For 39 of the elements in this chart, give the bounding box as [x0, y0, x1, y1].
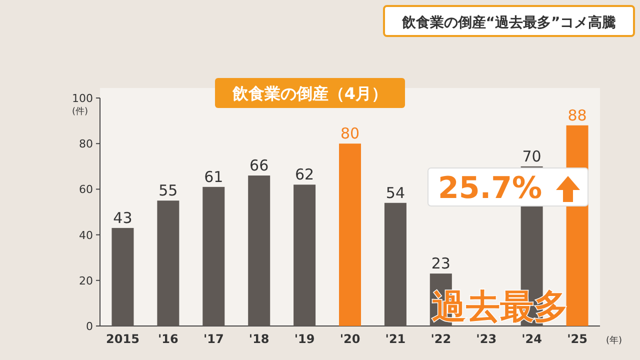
data-label: 70	[522, 147, 542, 166]
y-tick-label: 100	[72, 92, 93, 105]
y-axis-title: (件)	[72, 106, 88, 117]
y-tick-label: 80	[79, 138, 93, 151]
bar	[384, 202, 406, 326]
bar	[339, 144, 361, 326]
x-tick-label: '17	[203, 332, 224, 346]
bar	[294, 184, 316, 326]
data-label: 55	[158, 182, 178, 200]
x-axis-title: (年)	[606, 335, 622, 346]
bar	[248, 176, 270, 326]
x-tick-label: '23	[476, 332, 497, 346]
y-tick-label: 60	[79, 183, 93, 196]
chart-title: 飲食業の倒産（4月）	[231, 84, 388, 103]
data-label: 54	[386, 184, 405, 202]
y-tick-label: 0	[86, 320, 93, 333]
y-tick-label: 20	[79, 274, 93, 288]
x-tick-label: '22	[430, 332, 452, 346]
x-tick-label: '25	[567, 332, 588, 346]
x-tick-label: '20	[340, 332, 360, 346]
bar	[202, 186, 225, 326]
x-tick-label: '24	[522, 332, 542, 346]
data-label: 43	[113, 208, 132, 227]
x-tick-label: '18	[248, 332, 270, 346]
annotation: 25.7%	[438, 171, 542, 206]
data-label: 80	[340, 124, 360, 143]
data-label: 88	[568, 106, 587, 124]
data-label: 61	[204, 168, 224, 186]
y-tick-label: 40	[79, 228, 93, 242]
data-label: 62	[295, 166, 314, 184]
bar	[112, 228, 134, 326]
data-label: 66	[250, 156, 269, 175]
x-tick-label: 2015	[106, 332, 140, 346]
x-tick-label: '19	[294, 332, 315, 346]
x-tick-label: '21	[385, 332, 406, 346]
data-label: 23	[431, 254, 450, 273]
chart-subtitle: 飲食業の倒産“過去最多”コメ高騰	[400, 14, 616, 31]
x-tick-label: '16	[158, 332, 178, 346]
bar	[157, 200, 180, 326]
